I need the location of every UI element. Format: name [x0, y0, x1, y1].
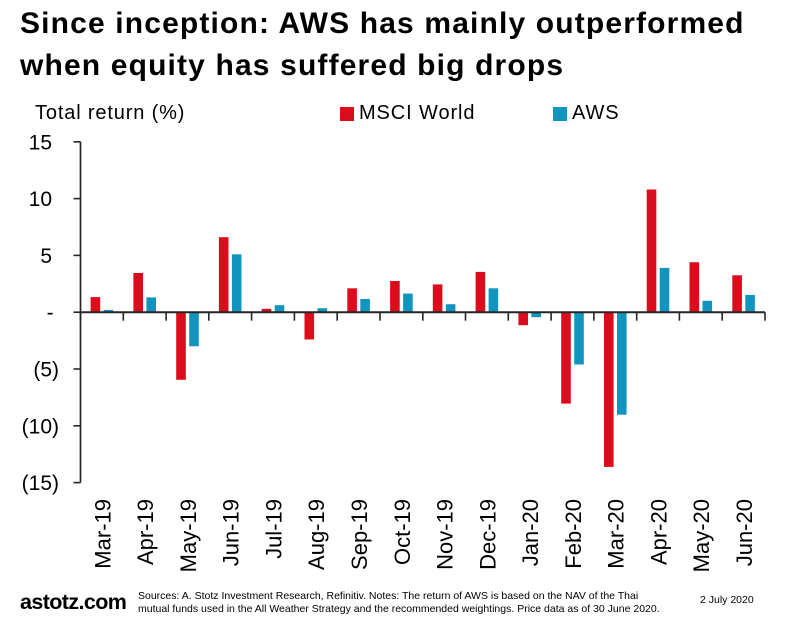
svg-text:(5): (5)	[33, 359, 59, 382]
svg-text:May-19: May-19	[176, 499, 201, 572]
svg-text:10: 10	[29, 188, 52, 211]
svg-text:(10): (10)	[22, 415, 59, 438]
svg-text:Jul-19: Jul-19	[261, 499, 286, 559]
svg-text:(15): (15)	[22, 472, 59, 495]
svg-text:Jun-20: Jun-20	[732, 499, 757, 566]
svg-text:-: -	[47, 302, 54, 325]
svg-text:Feb-20: Feb-20	[561, 499, 586, 569]
svg-text:Mar-20: Mar-20	[604, 499, 629, 569]
svg-text:Oct-19: Oct-19	[390, 499, 415, 565]
svg-text:Nov-19: Nov-19	[433, 499, 458, 570]
svg-text:Dec-19: Dec-19	[475, 499, 500, 570]
svg-text:Apr-19: Apr-19	[133, 499, 158, 565]
svg-text:15: 15	[29, 131, 52, 154]
svg-text:Apr-20: Apr-20	[646, 499, 671, 565]
svg-text:5: 5	[40, 245, 52, 268]
svg-text:May-20: May-20	[689, 499, 714, 572]
svg-text:Aug-19: Aug-19	[304, 499, 329, 570]
svg-text:Jun-19: Jun-19	[219, 499, 244, 566]
svg-text:Sep-19: Sep-19	[347, 499, 372, 570]
svg-text:Mar-19: Mar-19	[90, 499, 115, 569]
svg-text:Jan-20: Jan-20	[518, 499, 543, 566]
